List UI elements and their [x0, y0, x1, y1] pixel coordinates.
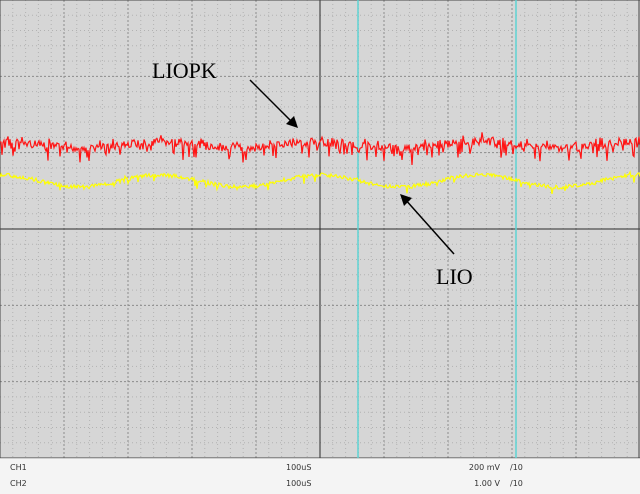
timebase-value: 100uS — [286, 479, 312, 488]
channel-label: CH1 — [10, 463, 27, 472]
annotation-liopk: LIOPK — [152, 58, 217, 83]
channel-status-bar: CH1 100uS 200 mV /10 CH2 100uS 1.00 V /1… — [0, 458, 640, 494]
time-cursors — [357, 0, 517, 458]
arrow-liopk — [249, 79, 297, 127]
oscilloscope-display: LIOPK LIO — [0, 0, 640, 458]
channel-label: CH2 — [10, 479, 27, 488]
timebase-value: 100uS — [286, 463, 312, 472]
status-row-ch2: CH2 100uS 1.00 V /10 — [0, 477, 640, 491]
arrowhead-liopk-icon — [286, 116, 298, 128]
trace-ch1-liopk — [0, 132, 640, 165]
probe-attenuation: /10 — [510, 479, 523, 488]
arrow-lio — [403, 197, 455, 255]
volts-per-div: 200 mV — [468, 463, 500, 472]
arrowhead-lio-icon — [400, 194, 412, 206]
status-row-ch1: CH1 100uS 200 mV /10 — [0, 461, 640, 475]
annotation-lio: LIO — [436, 264, 473, 289]
volts-per-div: 1.00 V — [474, 479, 500, 488]
trace-ch2-lio — [0, 170, 640, 195]
scope-grid — [0, 0, 640, 458]
probe-attenuation: /10 — [510, 463, 523, 472]
